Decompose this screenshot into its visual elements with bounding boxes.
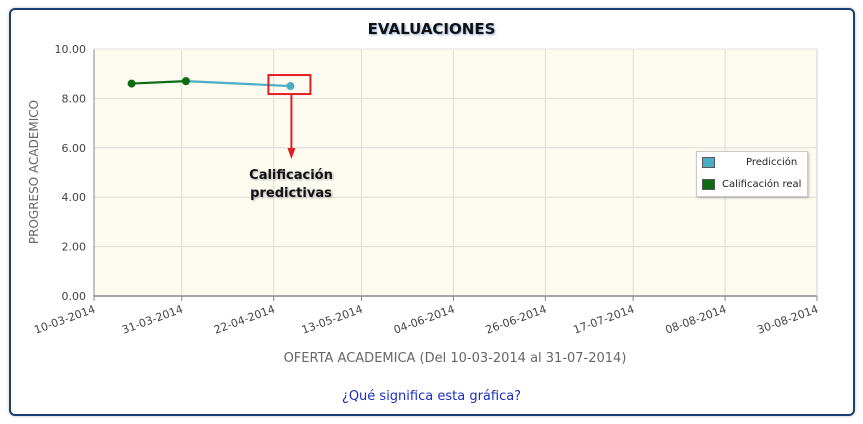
y-tick-label: 6.00: [62, 142, 87, 155]
legend-item-calificacion-real: Calificación real: [702, 177, 801, 191]
y-tick-label: 2.00: [62, 241, 87, 254]
annotation-box: [267, 74, 312, 96]
legend-swatch-prediccion: [702, 156, 715, 168]
annotation-layer: [267, 74, 312, 160]
x-tick-label: 10-03-2014: [32, 303, 97, 337]
x-tick-label: 04-06-2014: [392, 303, 457, 337]
grid: [93, 48, 818, 297]
x-tick-label: 13-05-2014: [300, 303, 365, 337]
legend-label-prediccion: Predicción: [746, 156, 798, 168]
x-tick-label: 31-03-2014: [120, 303, 185, 337]
x-tick-label: 17-07-2014: [572, 303, 637, 337]
chart-title: EVALUACIONES: [367, 20, 496, 38]
legend-label-calificacion-real: Calificación real: [722, 178, 802, 190]
x-axis-label: OFERTA ACADEMICA (Del 10-03-2014 al 31-0…: [284, 351, 627, 366]
data-point-1: [181, 77, 190, 86]
annotation-line-2: predictivas: [250, 186, 332, 201]
y-tick-label: 0.00: [62, 290, 87, 303]
annotation-line-1: Calificación: [249, 168, 333, 183]
legend: Predicción Calificación real: [696, 151, 808, 197]
legend-item-prediccion: Predicción: [702, 155, 797, 169]
x-tick-label: 22-04-2014: [212, 303, 277, 337]
y-tick-label: 10.00: [55, 43, 87, 56]
y-tick-label: 4.00: [62, 191, 87, 204]
series-line-0: [185, 80, 291, 88]
annotation-text: Calificación predictivas: [232, 167, 350, 203]
series-layer: [127, 77, 295, 91]
help-link[interactable]: ¿Qué significa esta gráfica?: [341, 389, 522, 404]
y-tick-label: 8.00: [62, 92, 87, 105]
x-tick-label: 30-08-2014: [755, 303, 820, 337]
legend-swatch-calificacion-real: [702, 178, 715, 190]
x-tick-label: 08-08-2014: [664, 303, 729, 337]
y-axis-label: PROGRESO ACADEMICO: [27, 100, 41, 244]
annotation-arrow-head: [287, 148, 296, 160]
x-tick-label: 26-06-2014: [484, 303, 549, 337]
data-point-0: [286, 82, 295, 91]
series-line-1: [131, 80, 186, 85]
data-point-1: [127, 79, 136, 88]
